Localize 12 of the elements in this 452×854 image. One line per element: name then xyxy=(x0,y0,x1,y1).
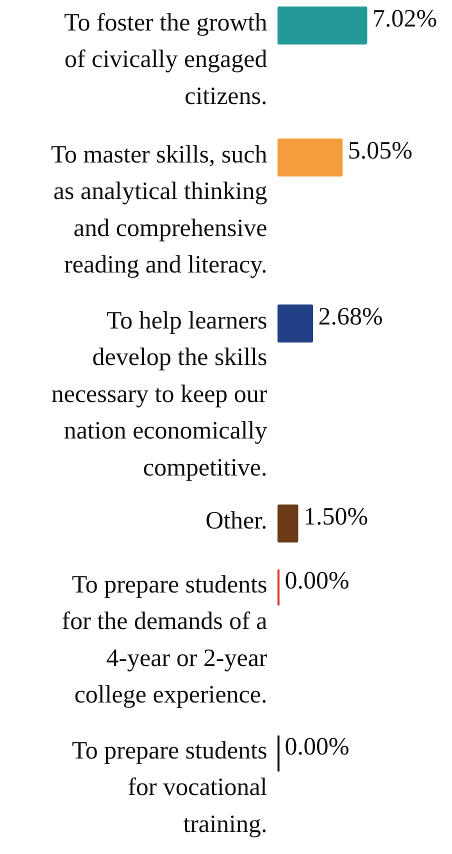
y-tick-label: Other. xyxy=(205,508,268,534)
y-tick-label: To prepare students for the demands of a 4-year or 2-year college experience. xyxy=(62,572,268,709)
data-label: 5.05% xyxy=(348,138,412,164)
y-tick-label: To master skills, such as analytical thinking and comprehensive reading and literacy. xyxy=(50,142,268,279)
data-label: 0.00% xyxy=(284,568,350,594)
y-tick-label: To help learners develop the skills necessary to keep our nation economically competitive. xyxy=(51,308,268,482)
data-label: 2.68% xyxy=(318,304,383,330)
data-label: 7.02% xyxy=(372,6,438,32)
y-tick-label: To foster the growth of civically engaged citizens. xyxy=(64,10,268,110)
y-tick-label: To prepare students for vocational training. xyxy=(72,738,268,838)
data-label: 0.00% xyxy=(284,734,350,760)
data-label: 1.50% xyxy=(304,504,368,530)
